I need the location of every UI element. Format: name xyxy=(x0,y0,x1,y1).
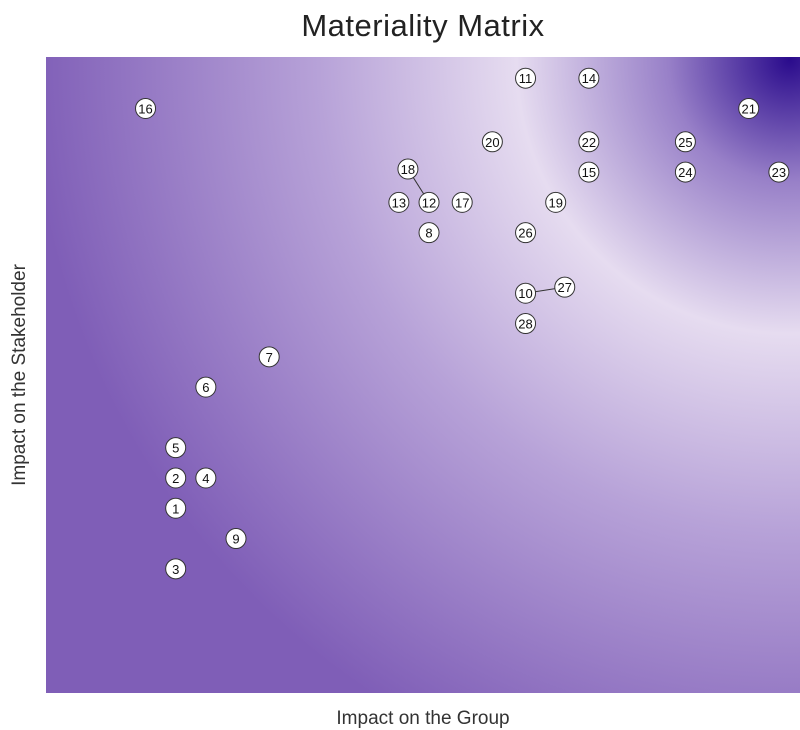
marker-label: 25 xyxy=(678,135,692,150)
marker-label: 19 xyxy=(548,195,562,210)
data-point-3: 3 xyxy=(165,558,187,580)
marker-label: 20 xyxy=(485,135,499,150)
marker-label: 12 xyxy=(422,195,436,210)
data-point-28: 28 xyxy=(515,313,537,335)
marker-label: 10 xyxy=(518,286,532,301)
marker-label: 26 xyxy=(518,226,532,241)
marker-circle xyxy=(225,528,247,550)
data-point-5: 5 xyxy=(165,437,187,459)
data-point-4: 4 xyxy=(195,467,217,489)
marker-circle xyxy=(578,131,600,153)
marker-label: 3 xyxy=(172,562,179,577)
marker-label: 6 xyxy=(202,380,209,395)
plot-area xyxy=(46,57,800,693)
marker-label: 13 xyxy=(392,195,406,210)
marker-circle xyxy=(195,467,217,489)
marker-circle xyxy=(578,161,600,183)
data-point-19: 19 xyxy=(545,191,567,213)
data-point-23: 23 xyxy=(768,161,790,183)
data-point-25: 25 xyxy=(674,131,696,153)
marker-label: 23 xyxy=(772,165,786,180)
marker-label: 8 xyxy=(425,226,432,241)
marker-circle xyxy=(195,376,217,398)
marker-circle xyxy=(515,282,537,304)
marker-label: 28 xyxy=(518,317,532,332)
data-point-18: 18 xyxy=(397,158,419,180)
data-point-26: 26 xyxy=(515,222,537,244)
data-point-14: 14 xyxy=(578,67,600,89)
data-point-27: 27 xyxy=(554,276,576,298)
x-axis-label: Impact on the Group xyxy=(336,708,510,729)
data-point-8: 8 xyxy=(418,222,440,244)
data-point-9: 9 xyxy=(225,528,247,550)
marker-label: 21 xyxy=(741,101,755,116)
chart-title: Materiality Matrix xyxy=(301,8,545,43)
data-point-24: 24 xyxy=(674,161,696,183)
marker-circle xyxy=(165,467,187,489)
marker-circle xyxy=(258,346,280,368)
marker-circle xyxy=(418,222,440,244)
marker-label: 7 xyxy=(266,350,273,365)
marker-circle xyxy=(165,437,187,459)
marker-label: 18 xyxy=(401,162,415,177)
data-point-11: 11 xyxy=(515,67,537,89)
marker-circle xyxy=(578,67,600,89)
marker-circle xyxy=(481,131,503,153)
marker-circle xyxy=(451,191,473,213)
marker-label: 14 xyxy=(582,71,596,86)
marker-circle xyxy=(397,158,419,180)
data-point-20: 20 xyxy=(481,131,503,153)
data-point-12: 12 xyxy=(418,191,440,213)
marker-circle xyxy=(515,222,537,244)
marker-circle xyxy=(554,276,576,298)
data-point-2: 2 xyxy=(165,467,187,489)
marker-label: 16 xyxy=(138,101,152,116)
marker-circle xyxy=(545,191,567,213)
marker-circle xyxy=(738,97,760,119)
data-point-10: 10 xyxy=(515,282,537,304)
data-point-15: 15 xyxy=(578,161,600,183)
marker-circle xyxy=(674,161,696,183)
data-point-13: 13 xyxy=(388,191,410,213)
marker-label: 9 xyxy=(232,532,239,547)
data-point-16: 16 xyxy=(135,97,157,119)
marker-circle xyxy=(388,191,410,213)
marker-label: 27 xyxy=(558,280,572,295)
data-point-7: 7 xyxy=(258,346,280,368)
marker-circle xyxy=(165,558,187,580)
marker-circle xyxy=(135,97,157,119)
marker-label: 15 xyxy=(582,165,596,180)
marker-label: 2 xyxy=(172,471,179,486)
marker-circle xyxy=(768,161,790,183)
data-point-6: 6 xyxy=(195,376,217,398)
marker-label: 22 xyxy=(582,135,596,150)
marker-circle xyxy=(674,131,696,153)
data-point-21: 21 xyxy=(738,97,760,119)
y-axis-label: Impact on the Stakeholder xyxy=(9,264,30,486)
data-point-1: 1 xyxy=(165,497,187,519)
data-point-22: 22 xyxy=(578,131,600,153)
marker-circle xyxy=(165,497,187,519)
marker-circle xyxy=(515,67,537,89)
marker-label: 17 xyxy=(455,195,469,210)
marker-label: 4 xyxy=(202,471,209,486)
data-markers: 1234567891011121314151617181920212223242… xyxy=(135,67,790,580)
marker-label: 5 xyxy=(172,441,179,456)
marker-label: 11 xyxy=(519,71,533,86)
marker-label: 24 xyxy=(678,165,692,180)
marker-circle xyxy=(515,313,537,335)
marker-label: 1 xyxy=(172,501,179,516)
data-point-17: 17 xyxy=(451,191,473,213)
marker-circle xyxy=(418,191,440,213)
